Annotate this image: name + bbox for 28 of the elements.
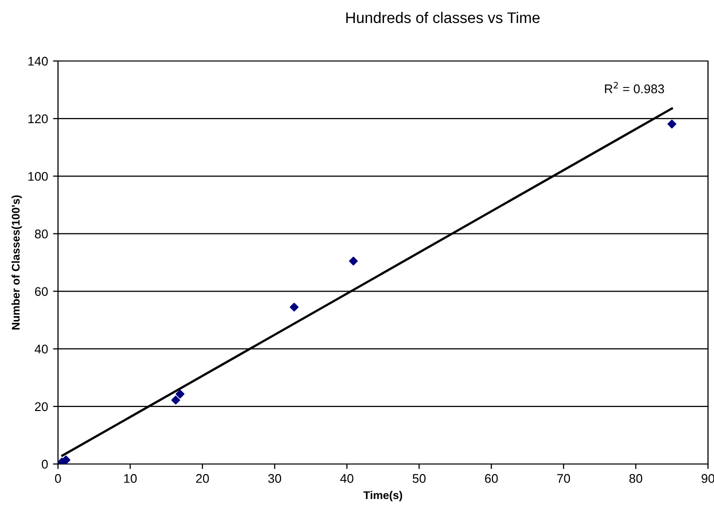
y-tick-label: 40: [34, 344, 48, 354]
y-axis-title: Number of Classes(100's): [12, 195, 22, 330]
point: [290, 302, 299, 312]
y-tick-label: 100: [28, 172, 48, 181]
point: [668, 120, 676, 128]
x-axis-title: Time(s): [363, 490, 402, 502]
x-tick-label: 80: [629, 474, 642, 483]
y-tick-label: 20: [35, 402, 48, 412]
x-tick-label: 90: [702, 474, 714, 483]
x-tick-label: 50: [412, 474, 426, 483]
x-tick-label: 30: [268, 474, 282, 483]
x-tick-label: 0: [55, 474, 61, 483]
x-tick-label: 40: [340, 474, 354, 483]
y-tick-label: 120: [28, 114, 48, 124]
point: [171, 396, 180, 404]
x-tick-label: 70: [557, 474, 570, 483]
point: [62, 456, 70, 464]
chart-title: Hundreds of classes vs Time: [346, 12, 540, 24]
x-tick-label: 10: [124, 474, 137, 483]
point: [349, 256, 358, 266]
y-tick-label: 140: [28, 56, 48, 66]
y-tick-label: 0: [42, 460, 48, 469]
y-tick-label: 60: [35, 287, 48, 296]
x-tick-label: 60: [485, 474, 498, 483]
point: [176, 390, 184, 398]
y-tick-label: 80: [34, 230, 48, 238]
x-tick-label: 20: [196, 474, 209, 483]
annotation: R$^{2}$ = 0.983: [605, 82, 664, 94]
